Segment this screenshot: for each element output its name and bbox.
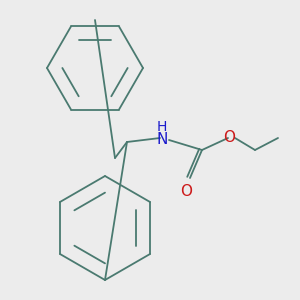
Text: H: H: [157, 120, 167, 134]
Text: O: O: [180, 184, 192, 200]
Text: N: N: [156, 133, 168, 148]
Text: O: O: [223, 130, 235, 145]
